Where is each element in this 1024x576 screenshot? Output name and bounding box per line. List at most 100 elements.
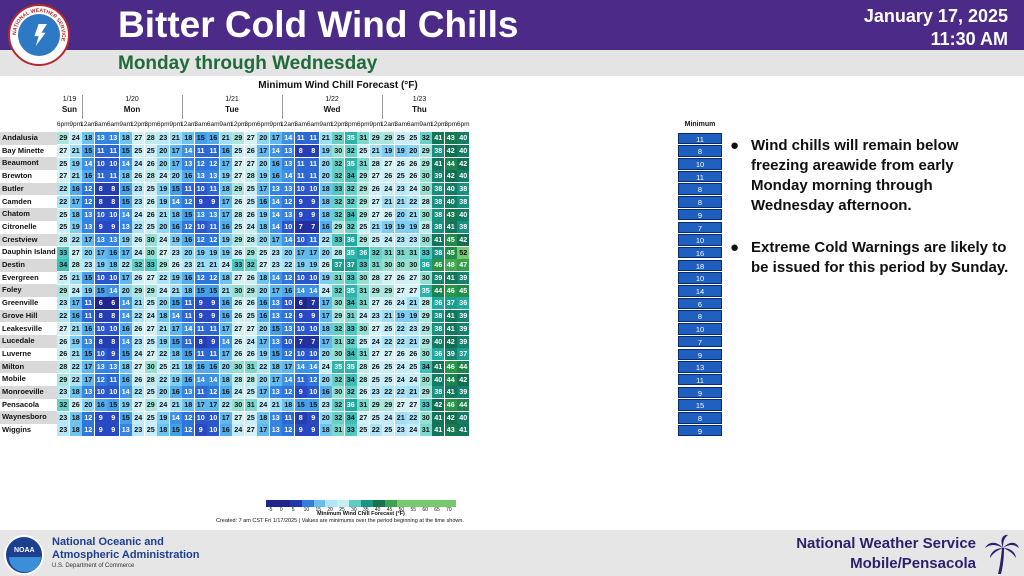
heatmap-cell: 17 [257,386,270,399]
heatmap-cell: 15 [169,183,182,196]
heatmap-cell: 16 [69,310,82,323]
minimum-value-cell: 15 [678,399,722,411]
heatmap-cell: 31 [244,360,257,373]
minimum-value-cell: 8 [678,145,722,157]
heatmap-cell: 27 [394,399,407,412]
minimum-value-cell: 11 [678,132,722,145]
heatmap-cell: 12 [207,233,220,246]
heatmap-cell: 14 [307,360,320,373]
heatmap-cell: 27 [132,360,145,373]
heatmap-cell: 8 [94,310,107,323]
heatmap-cell: 24 [132,157,145,170]
heatmap-cell: 24 [382,183,395,196]
heatmap-cell: 38 [432,195,445,208]
heatmap-cell: 44 [444,373,457,386]
heatmap-cell: 21 [394,411,407,424]
colorbar-tick-label: 25 [339,507,345,513]
heatmap-cell: 13 [282,157,295,170]
heatmap-cell: 10 [207,424,220,437]
heatmap-cell: 11 [194,386,207,399]
heatmap-cell: 14 [307,284,320,297]
heatmap-cell: 12 [194,157,207,170]
heatmap-cell: 7 [294,221,307,234]
heatmap-cell: 18 [182,132,195,145]
heatmap-cell: 27 [132,399,145,412]
bullet-dot-icon: ● [730,137,740,154]
city-label: Citronelle [2,221,37,231]
heatmap-cell: 30 [419,183,432,196]
heatmap-cell: 25 [144,297,157,310]
heatmap-cell: 35 [344,132,357,145]
heatmap-cell: 17 [307,246,320,259]
heatmap-cell: 32 [344,335,357,348]
heatmap-cell: 30 [394,259,407,272]
header-bar [0,0,1024,50]
heatmap-cell: 34 [344,297,357,310]
colorbar-segment [349,500,362,507]
heatmap-cell: 41 [432,233,445,246]
heatmap-cell: 18 [319,183,332,196]
heatmap-cell: 31 [382,246,395,259]
heatmap-cell: 24 [132,246,145,259]
heatmap-cell: 10 [282,297,295,310]
heatmap-cell: 21 [407,386,420,399]
heatmap-cell: 17 [69,195,82,208]
heatmap-cell: 16 [219,297,232,310]
heatmap-cell: 24 [319,360,332,373]
heatmap-cell: 22 [69,360,82,373]
heatmap-cell: 21 [207,259,220,272]
city-label: Dauphin Island [2,247,56,257]
heatmap-cell: 30 [419,348,432,361]
heatmap-cell: 28 [369,157,382,170]
colorbar-segment [384,500,397,507]
time-label: 6am [306,121,320,128]
heatmap-cell: 25 [144,386,157,399]
heatmap-cell: 9 [307,411,320,424]
heatmap-cell: 16 [219,145,232,158]
heatmap-cell: 19 [257,348,270,361]
heatmap-cell: 14 [119,335,132,348]
heatmap-cell: 23 [369,386,382,399]
minimum-value-cell: 6 [678,297,722,310]
time-label: 9pm [369,121,383,128]
heatmap-cell: 19 [294,259,307,272]
heatmap-cell: 19 [219,246,232,259]
heatmap-cell: 18 [119,170,132,183]
heatmap-cell: 12 [82,411,95,424]
heatmap-cell: 6 [94,297,107,310]
heatmap-cell: 29 [357,195,370,208]
heatmap-cell: 17 [219,195,232,208]
heatmap-cell: 21 [169,360,182,373]
heatmap-cell: 31 [332,335,345,348]
heatmap-cell: 25 [57,221,70,234]
heatmap-cell: 20 [319,170,332,183]
heatmap-cell: 19 [82,284,95,297]
heatmap-cell: 19 [319,145,332,158]
heatmap-cell: 15 [119,348,132,361]
heatmap-cell: 20 [169,170,182,183]
heatmap-cell: 14 [182,322,195,335]
heatmap-cell: 26 [144,208,157,221]
heatmap-cell: 9 [307,310,320,323]
heatmap-cell: 38 [457,221,470,234]
city-label: Waynesboro [0,411,57,425]
heatmap-cell: 12 [282,272,295,285]
heatmap-cell: 11 [294,170,307,183]
heatmap-cell: 27 [244,322,257,335]
heatmap-cell: 48 [444,259,457,272]
heatmap-cell: 38 [432,310,445,323]
heatmap-cell: 30 [144,233,157,246]
heatmap-cell: 19 [94,259,107,272]
heatmap-cell: 23 [269,246,282,259]
heatmap-cell: 28 [232,373,245,386]
heatmap-cell: 24 [407,373,420,386]
heatmap-cell: 17 [219,411,232,424]
heatmap-cell: 29 [382,399,395,412]
noaa-logo: NOAA [4,535,44,575]
heatmap-cell: 27 [244,157,257,170]
heatmap-cell: 24 [382,233,395,246]
heatmap-cell: 11 [207,183,220,196]
heatmap-cell: 8 [94,183,107,196]
heatmap-cell: 30 [232,284,245,297]
heatmap-cell: 24 [157,233,170,246]
